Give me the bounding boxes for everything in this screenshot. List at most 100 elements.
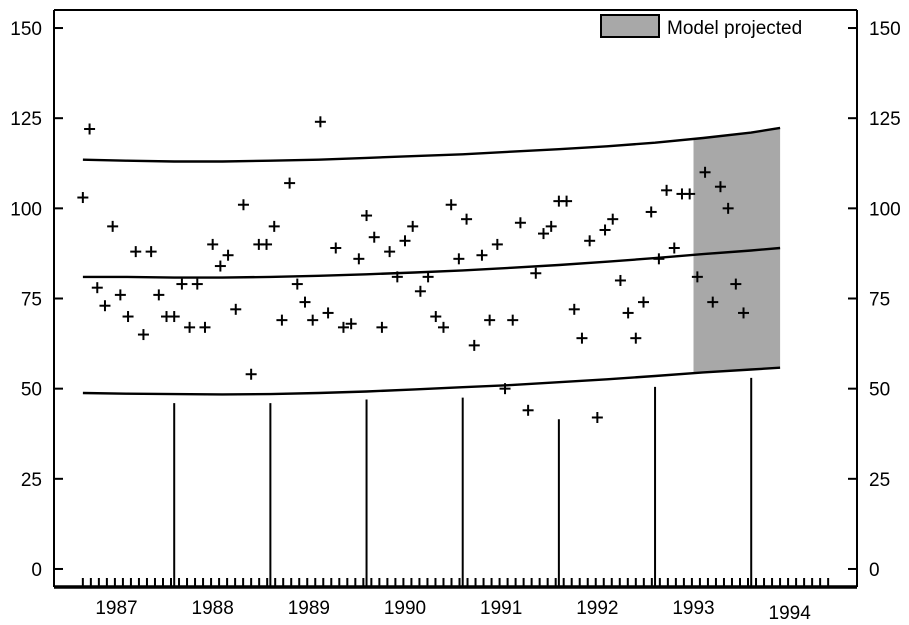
data-point	[122, 311, 134, 323]
middle-projection-line	[82, 246, 781, 279]
data-point	[638, 296, 650, 308]
data-point	[99, 300, 111, 312]
data-point	[407, 220, 419, 232]
data-point	[391, 271, 403, 283]
data-point	[276, 314, 288, 326]
data-point	[661, 184, 673, 196]
data-point	[622, 307, 634, 319]
data-point	[84, 123, 96, 135]
data-point	[730, 278, 742, 290]
data-point	[230, 303, 242, 315]
data-point	[384, 246, 396, 258]
data-point	[630, 332, 642, 344]
axes-group: 0 25 50 75 100 125 150 0 25 50 75 100 125 150 1987 1988…	[10, 9, 901, 624]
y-tick-label-left: 0	[31, 560, 42, 581]
data-point	[322, 307, 334, 319]
data-point	[307, 314, 319, 326]
y-tick-label-left: 25	[21, 470, 42, 491]
data-point	[468, 339, 480, 351]
legend: Model projected	[600, 14, 802, 39]
y-tick-label-left: 125	[10, 109, 42, 130]
data-point	[284, 177, 296, 189]
data-point	[245, 368, 257, 380]
data-point	[145, 246, 157, 258]
data-point	[514, 217, 526, 229]
data-point	[214, 260, 226, 272]
y-tick-label-left: 100	[10, 199, 42, 220]
data-point	[437, 321, 449, 333]
x-tick-label: 1991	[480, 598, 522, 619]
data-point	[168, 311, 180, 323]
y-tick-label-right: 50	[869, 380, 890, 401]
data-point	[345, 318, 357, 330]
data-point	[330, 242, 342, 254]
data-point	[714, 181, 726, 193]
data-point	[222, 249, 234, 261]
data-point	[507, 314, 519, 326]
data-point	[137, 329, 149, 341]
data-point	[645, 206, 657, 218]
data-point	[691, 271, 703, 283]
data-point	[576, 332, 588, 344]
data-point	[361, 210, 373, 222]
data-point	[237, 199, 249, 211]
data-point	[607, 213, 619, 225]
y-tick-label-left: 150	[10, 19, 42, 40]
data-point	[130, 246, 142, 258]
data-point	[430, 311, 442, 323]
legend-swatch	[600, 14, 660, 38]
data-point	[422, 271, 434, 283]
x-tick-label: 1989	[288, 598, 330, 619]
data-point	[176, 278, 188, 290]
x-tick-label: 1992	[576, 598, 618, 619]
upper-projection-line	[82, 126, 781, 163]
data-point	[522, 404, 534, 416]
data-point	[484, 314, 496, 326]
data-point	[568, 303, 580, 315]
data-point	[591, 412, 603, 424]
data-point	[184, 321, 196, 333]
legend-label: Model projected	[667, 18, 802, 39]
data-point	[476, 249, 488, 261]
y-tick-label-right: 150	[869, 19, 901, 40]
data-point	[584, 235, 596, 247]
data-point	[399, 235, 411, 247]
projection-lines-group	[82, 126, 781, 396]
data-point	[353, 253, 365, 265]
data-point	[499, 383, 511, 395]
data-point	[461, 213, 473, 225]
data-point	[684, 188, 696, 200]
data-point	[545, 220, 557, 232]
data-point	[291, 278, 303, 290]
y-tick-label-left: 50	[21, 380, 42, 401]
data-point	[77, 192, 89, 204]
data-point	[199, 321, 211, 333]
data-point	[114, 289, 126, 301]
x-tick-label: 1988	[192, 598, 234, 619]
data-point	[207, 238, 219, 250]
data-point	[668, 242, 680, 254]
x-tick-label: 1993	[672, 598, 714, 619]
y-tick-label-right: 0	[869, 560, 880, 581]
data-point	[445, 199, 457, 211]
data-point	[337, 321, 349, 333]
x-tick-label: 1987	[95, 598, 137, 619]
data-point	[376, 321, 388, 333]
data-point	[453, 253, 465, 265]
x-tick-label: 1994	[769, 603, 812, 624]
lower-projection-line	[82, 366, 781, 396]
data-point	[614, 274, 626, 286]
data-point	[191, 278, 203, 290]
data-point	[153, 289, 165, 301]
y-tick-label-right: 75	[869, 290, 890, 311]
data-point	[537, 228, 549, 240]
data-point	[530, 267, 542, 279]
y-tick-label-right: 25	[869, 470, 890, 491]
data-point	[314, 116, 326, 128]
data-point	[653, 253, 665, 265]
data-point	[91, 282, 103, 294]
data-point	[599, 224, 611, 236]
data-point	[561, 195, 573, 207]
data-points-group	[77, 116, 750, 424]
